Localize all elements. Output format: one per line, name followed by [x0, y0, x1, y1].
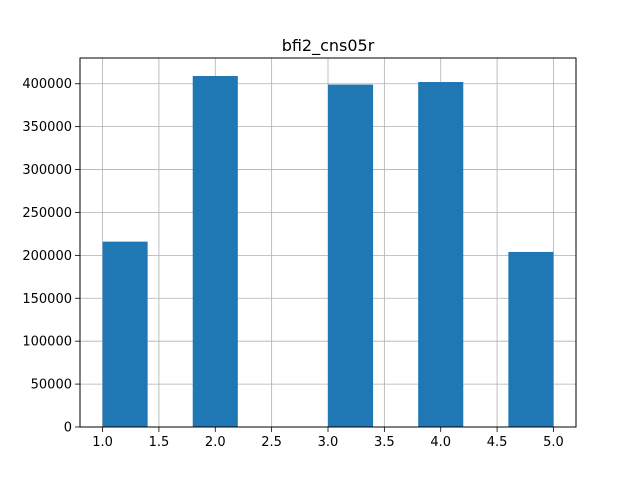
y-tick-label: 350000 — [22, 120, 72, 135]
x-tick-label: 2.0 — [205, 435, 226, 450]
tick-layer: 1.0 1.5 2.0 2.5 3.0 3.5 4.0 4.5 5.0 0 50000 100000 1… — [22, 77, 563, 450]
x-tick-label: 3.0 — [318, 435, 339, 450]
y-tick-label: 200000 — [22, 249, 72, 264]
y-tick-label: 150000 — [22, 292, 72, 307]
histogram-bar-2 — [192, 76, 238, 427]
histogram-bar-0 — [102, 241, 148, 427]
y-tick-label: 300000 — [22, 163, 72, 178]
x-tick-label: 4.0 — [430, 435, 451, 450]
y-tick-label: 400000 — [22, 77, 72, 92]
y-tick-label: 0 — [64, 421, 72, 436]
x-tick-label: 1.5 — [149, 435, 170, 450]
y-tick-label: 100000 — [22, 335, 72, 350]
y-tick-label: 250000 — [22, 206, 72, 221]
chart-title: bfi2_cns05r — [282, 36, 375, 56]
histogram-bar-9 — [508, 251, 554, 427]
bar-layer — [102, 76, 554, 428]
x-tick-label: 2.5 — [261, 435, 282, 450]
y-tick-label: 50000 — [31, 378, 72, 393]
x-tick-label: 4.5 — [487, 435, 508, 450]
x-tick-label: 1.0 — [92, 435, 113, 450]
histogram-bar-7 — [418, 82, 464, 428]
histogram-bar-5 — [328, 84, 374, 427]
x-tick-label: 5.0 — [543, 435, 564, 450]
x-tick-label: 3.5 — [374, 435, 395, 450]
